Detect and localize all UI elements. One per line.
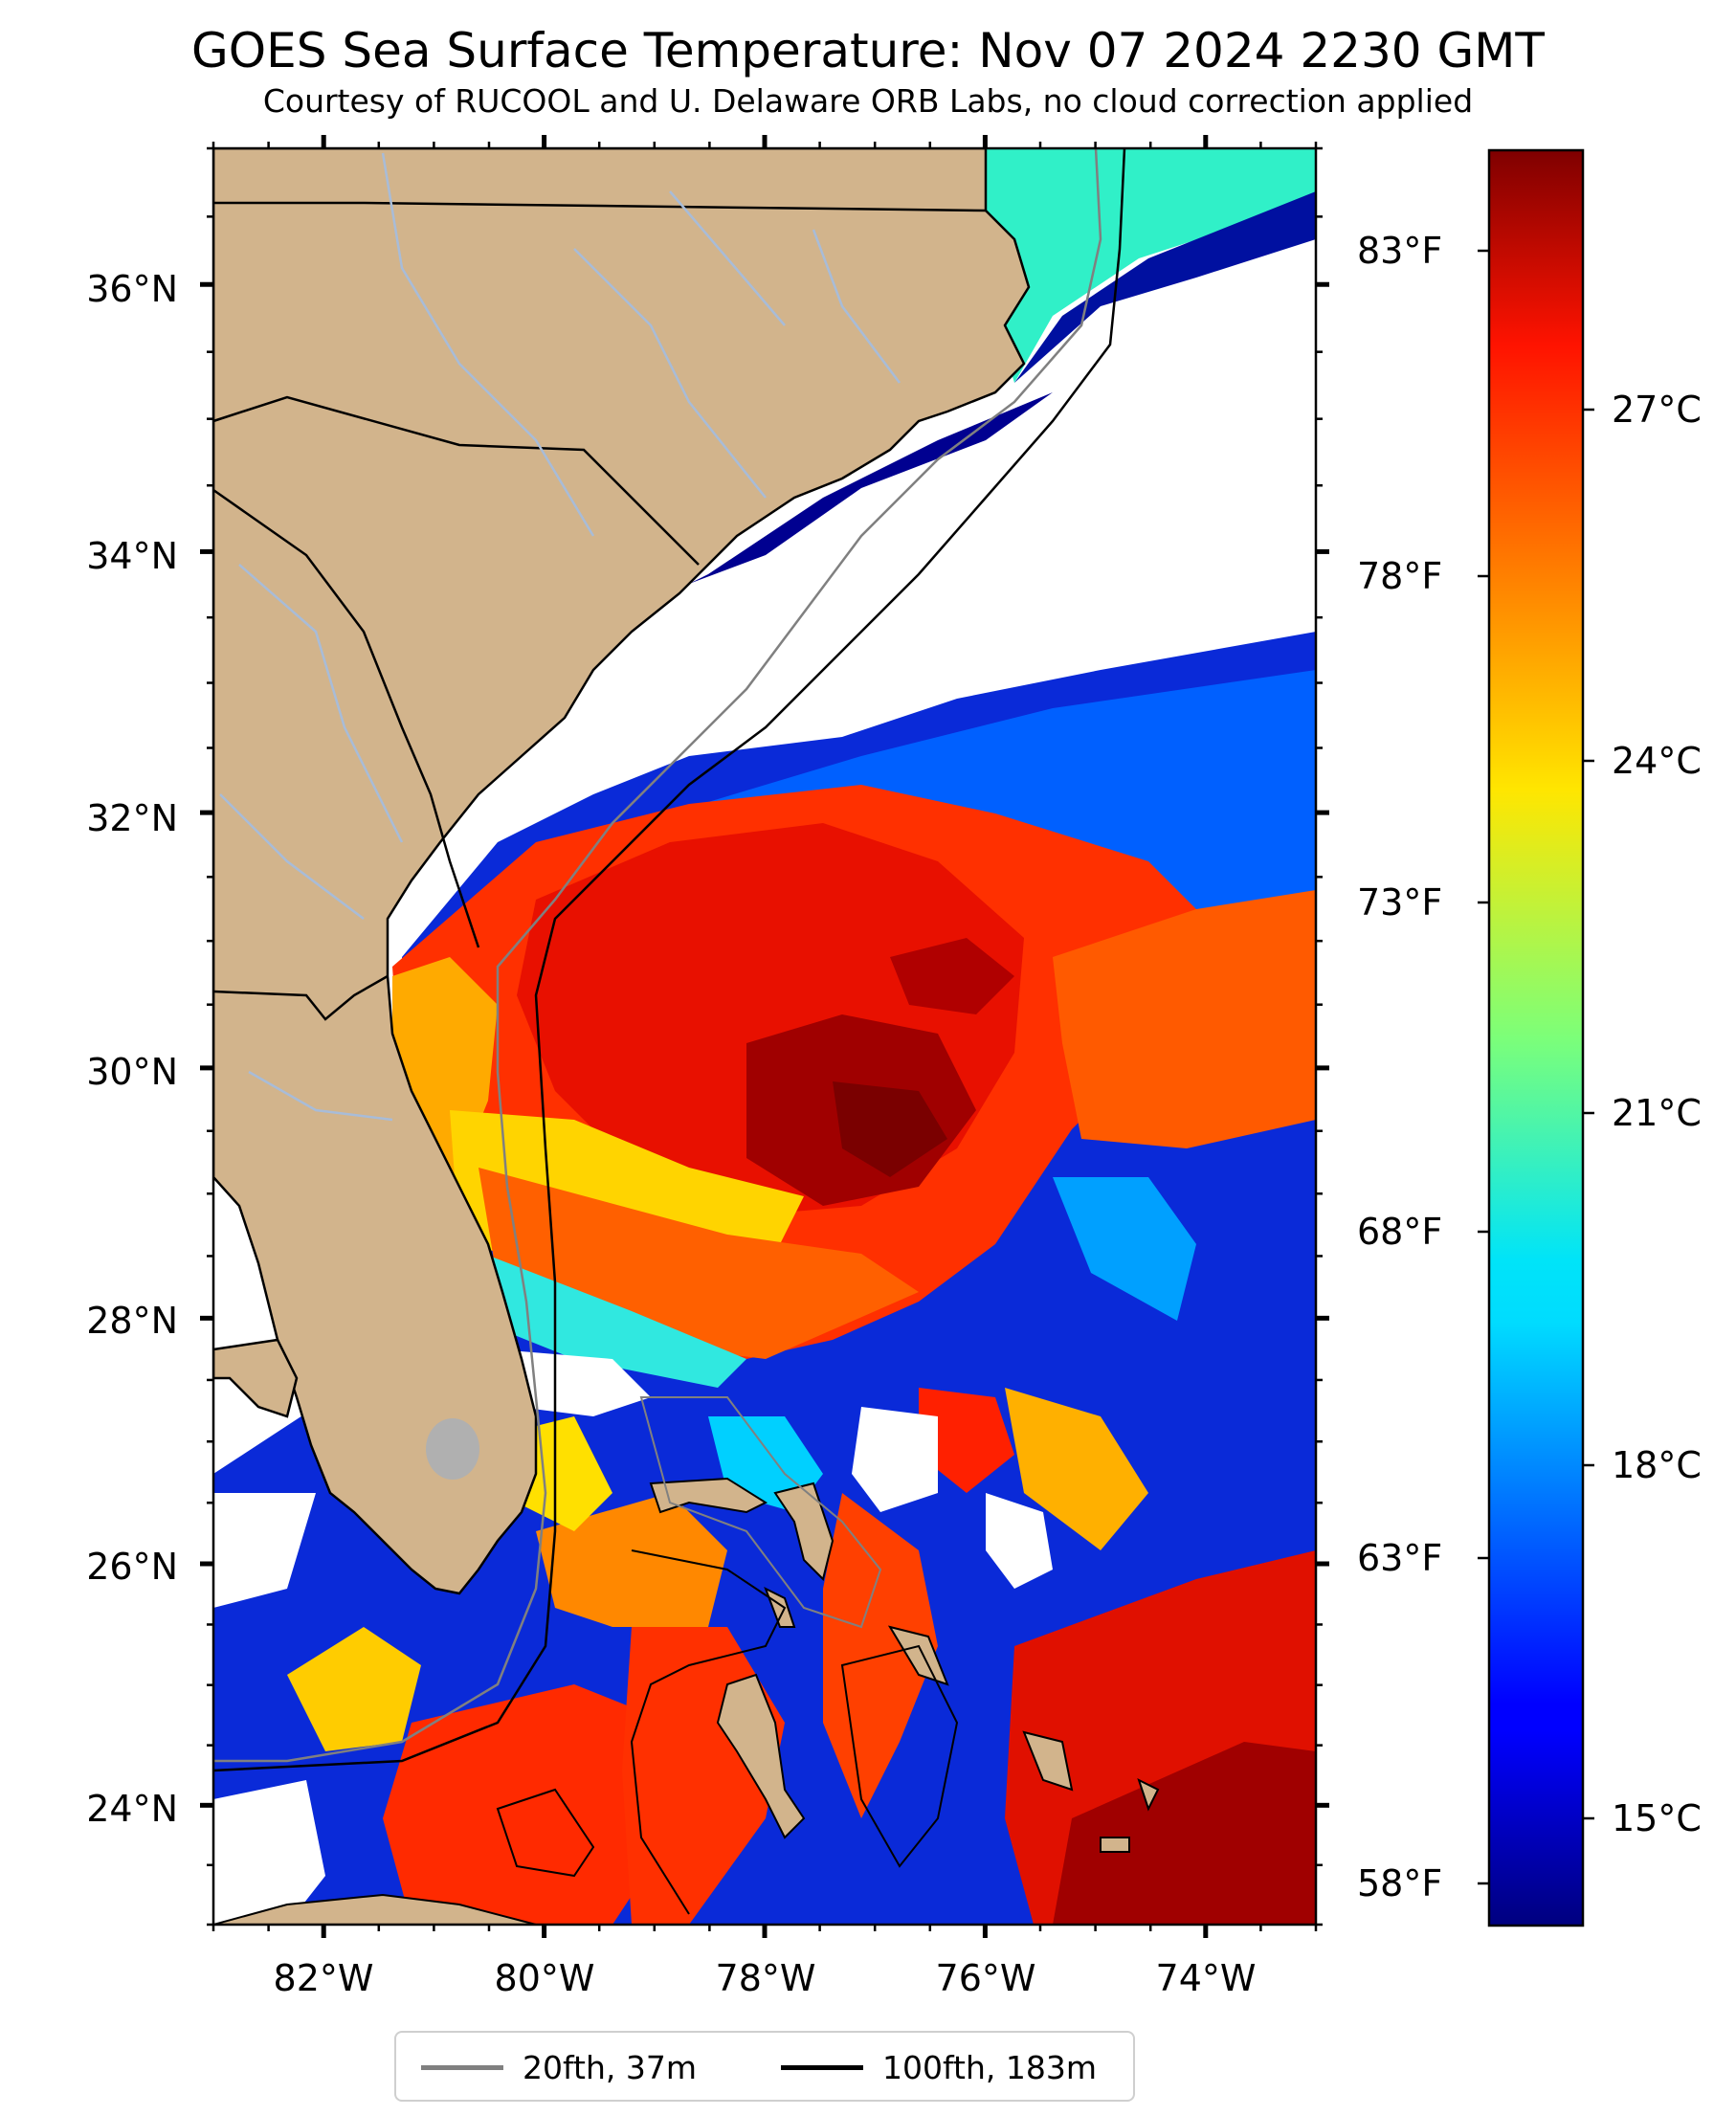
legend-item-100fth: 100fth, 183m bbox=[781, 2046, 1097, 2088]
lat-tick-label: 36°N bbox=[86, 268, 178, 310]
celsius-tick-label: 24°C bbox=[1612, 740, 1702, 782]
legend-swatch bbox=[781, 2064, 863, 2070]
lat-tick-label: 26°N bbox=[86, 1546, 178, 1588]
lat-tick-label: 28°N bbox=[86, 1300, 178, 1342]
legend: 20fth, 37m 100fth, 183m bbox=[394, 2031, 1135, 2102]
fahrenheit-tick-label: 78°F bbox=[1357, 555, 1442, 597]
axis-ticks bbox=[200, 135, 1329, 1938]
chart-title: GOES Sea Surface Temperature: Nov 07 202… bbox=[191, 23, 1545, 78]
lon-tick-label: 78°W bbox=[716, 1957, 816, 1999]
lon-tick-label: 74°W bbox=[1156, 1957, 1257, 1999]
legend-label: 100fth, 183m bbox=[882, 2048, 1097, 2086]
colorbar-ticks bbox=[1478, 249, 1594, 1885]
map-area bbox=[213, 148, 1316, 1925]
fahrenheit-tick-label: 73°F bbox=[1357, 881, 1442, 924]
lat-tick-label: 34°N bbox=[86, 535, 178, 577]
depth-contours bbox=[213, 148, 1126, 1915]
lon-tick-label: 80°W bbox=[495, 1957, 595, 1999]
legend-label: 20fth, 37m bbox=[523, 2048, 697, 2086]
chart-subtitle: Courtesy of RUCOOL and U. Delaware ORB L… bbox=[262, 82, 1474, 120]
fahrenheit-tick-label: 83°F bbox=[1357, 230, 1442, 272]
celsius-tick-label: 21°C bbox=[1612, 1092, 1702, 1134]
lat-tick-label: 24°N bbox=[86, 1788, 178, 1830]
celsius-tick-label: 27°C bbox=[1612, 389, 1702, 431]
lon-tick-label: 82°W bbox=[274, 1957, 374, 1999]
colorbar bbox=[1487, 148, 1585, 1927]
lat-tick-label: 32°N bbox=[86, 797, 178, 839]
colorbar-fahrenheit-labels: 83°F 78°F 73°F 68°F 63°F 58°F bbox=[1357, 230, 1442, 1904]
lon-labels: 82°W 80°W 78°W 76°W 74°W bbox=[274, 1957, 1257, 1999]
fahrenheit-tick-label: 58°F bbox=[1357, 1862, 1442, 1904]
celsius-tick-label: 18°C bbox=[1612, 1444, 1702, 1486]
contour-100fth bbox=[213, 148, 1126, 1772]
lake-okeechobee bbox=[426, 1418, 479, 1480]
lat-labels: 36°N 34°N 32°N 30°N 28°N 26°N 24°N bbox=[86, 268, 178, 1830]
colorbar-celsius-labels: 27°C 24°C 21°C 18°C 15°C bbox=[1612, 389, 1702, 1839]
fahrenheit-tick-label: 68°F bbox=[1357, 1211, 1442, 1253]
legend-item-20fth: 20fth, 37m bbox=[421, 2046, 697, 2088]
state-borders bbox=[213, 201, 987, 1021]
rivers bbox=[219, 152, 901, 1122]
lat-tick-label: 30°N bbox=[86, 1051, 178, 1093]
celsius-tick-label: 15°C bbox=[1612, 1797, 1702, 1839]
sst-field bbox=[213, 148, 1316, 1925]
fahrenheit-tick-label: 63°F bbox=[1357, 1537, 1442, 1579]
lon-tick-label: 76°W bbox=[936, 1957, 1036, 1999]
contour-20fth bbox=[213, 148, 1102, 1763]
legend-swatch bbox=[421, 2064, 503, 2070]
